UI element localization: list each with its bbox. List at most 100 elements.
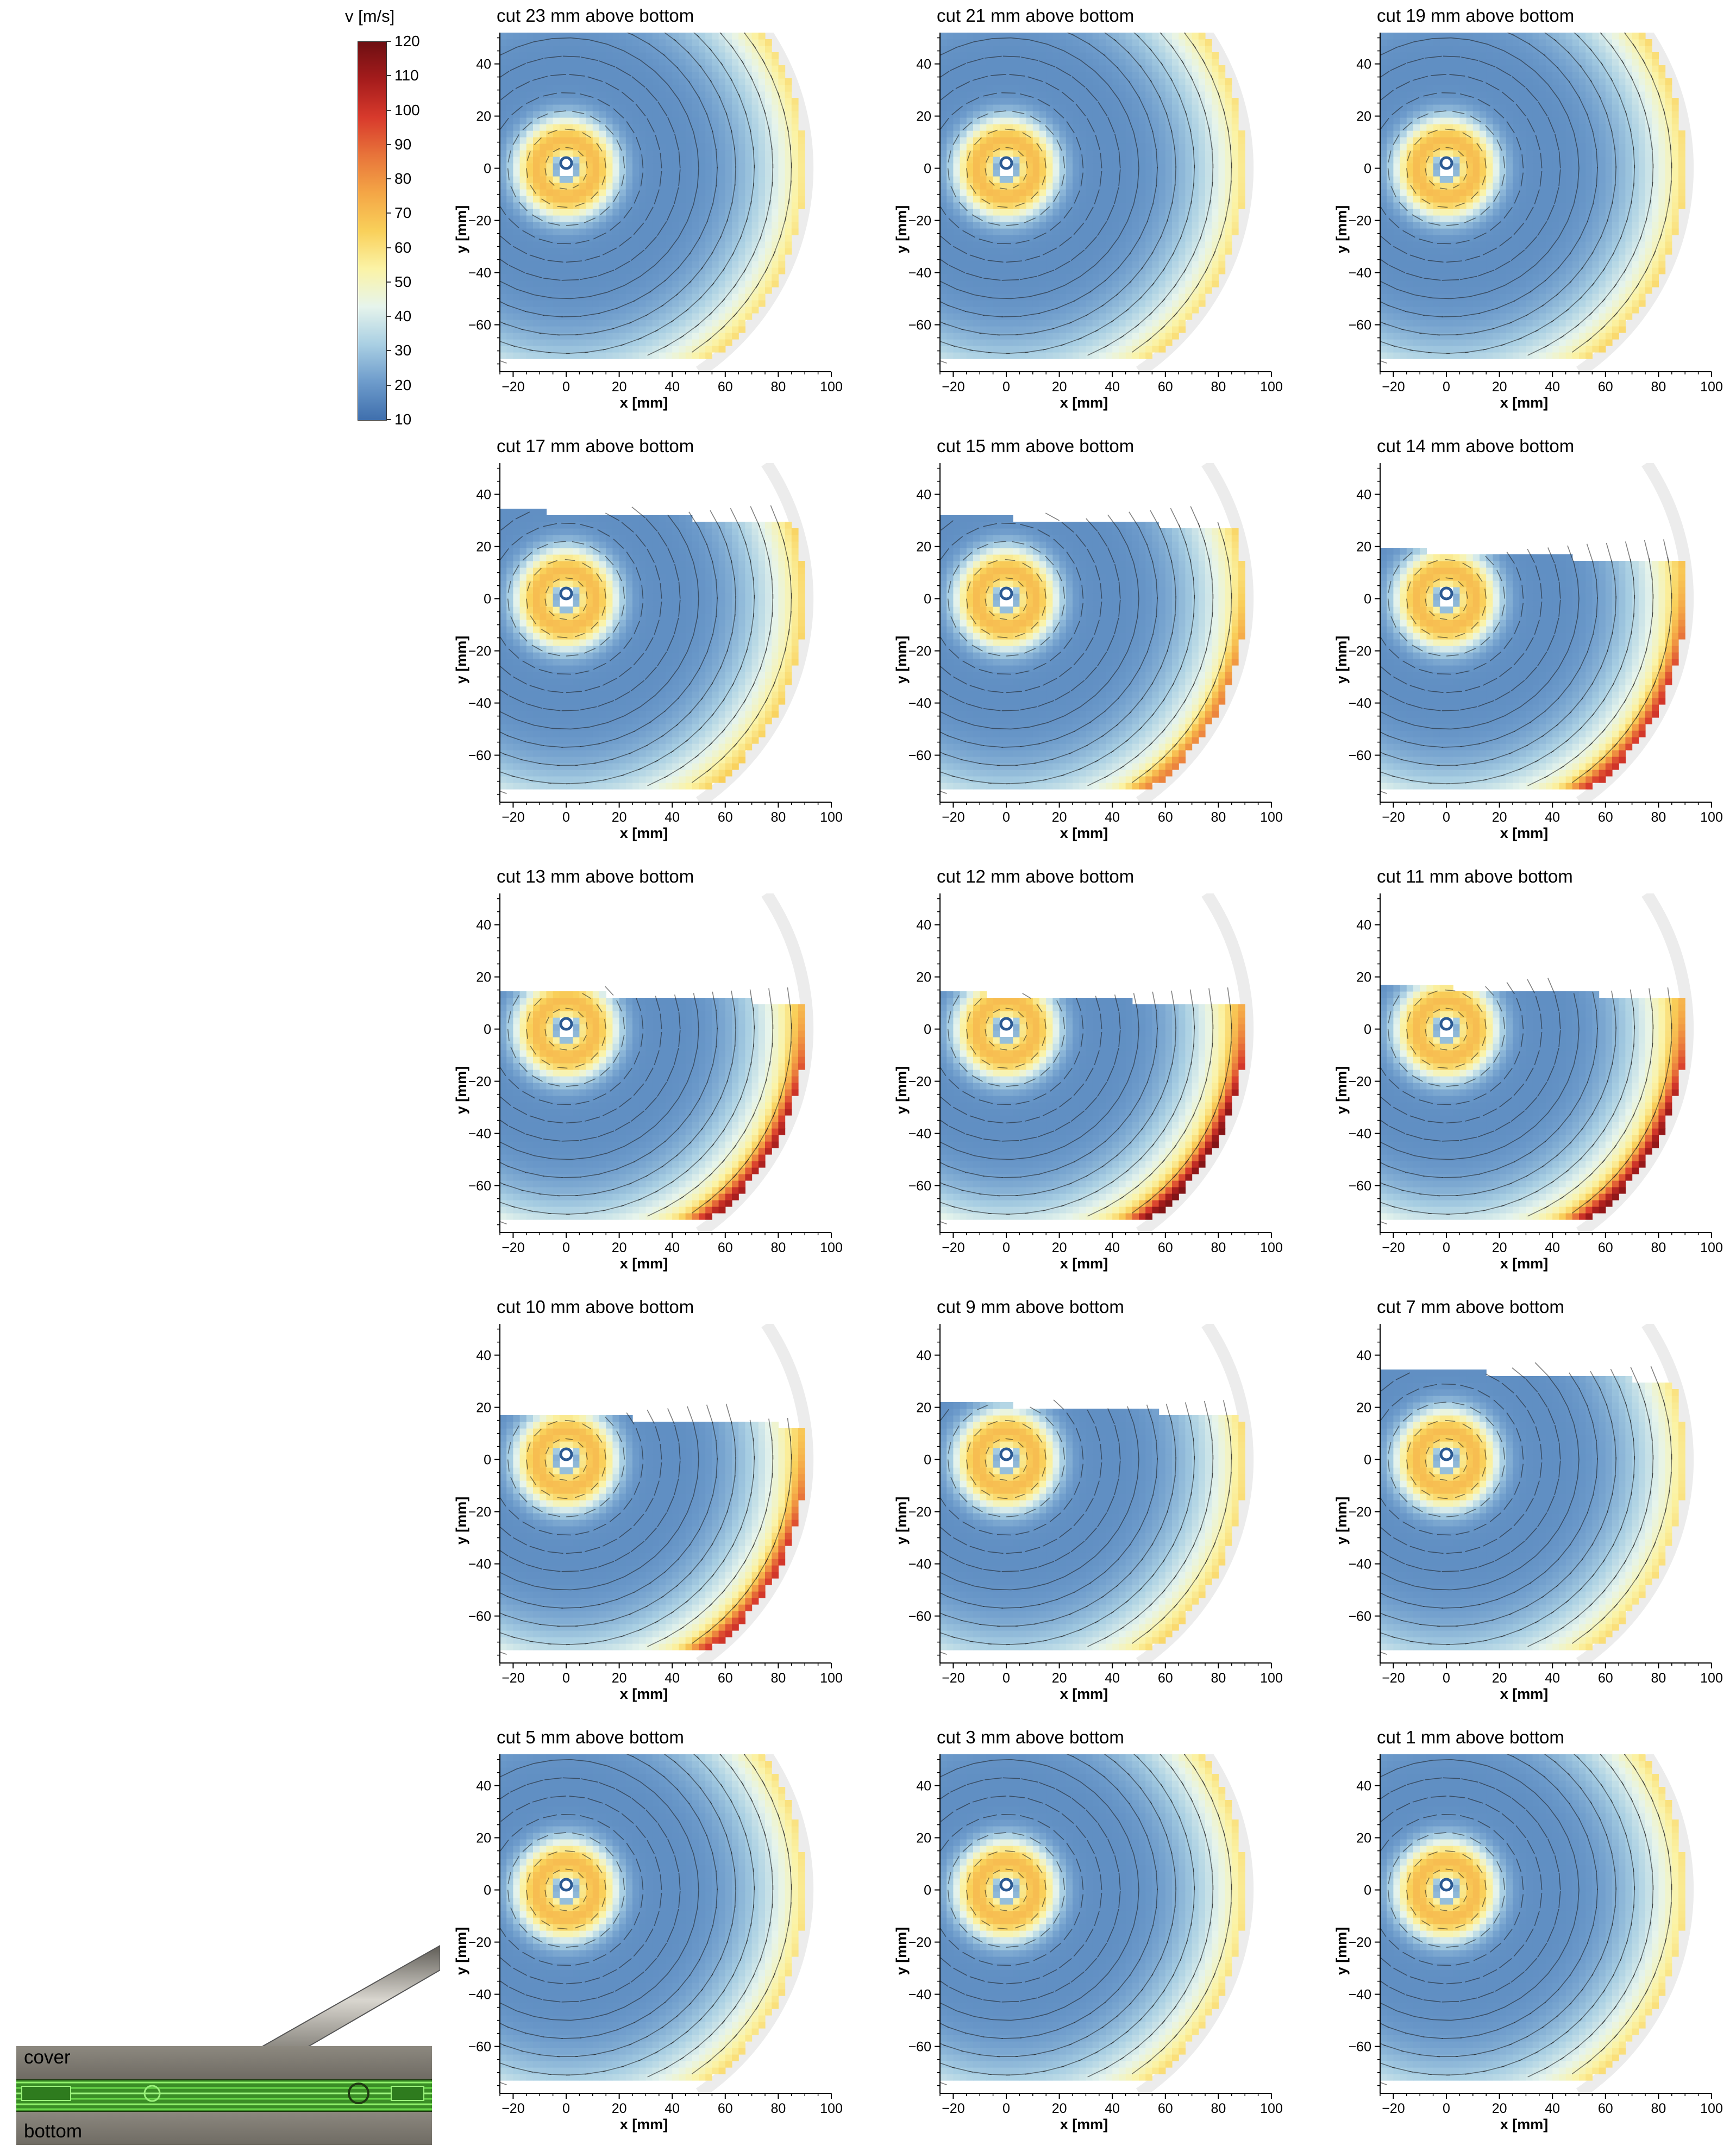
y-tick-label: −20 xyxy=(908,644,931,659)
y-tick-label: −20 xyxy=(468,214,491,229)
vortex-core xyxy=(1441,1879,1452,1890)
x-tick-label: 40 xyxy=(1545,2101,1560,2116)
x-tick-label: 40 xyxy=(1545,810,1560,825)
x-tick-label: −20 xyxy=(502,2101,524,2116)
x-tick-label: 100 xyxy=(1260,2101,1283,2116)
y-tick-label: −20 xyxy=(1349,644,1371,659)
colorbar-tick-mark xyxy=(386,110,391,111)
x-axis-label: x [mm] xyxy=(620,1686,668,1702)
y-tick-label: 40 xyxy=(916,1779,931,1794)
y-tick-label: 20 xyxy=(476,540,491,555)
y-tick-label: 40 xyxy=(1356,487,1371,503)
y-tick-label: 40 xyxy=(916,1348,931,1364)
y-tick-label: 0 xyxy=(484,1453,491,1468)
y-tick-label: 0 xyxy=(1364,592,1371,607)
x-tick-label: −20 xyxy=(942,379,964,395)
x-axis-label: x [mm] xyxy=(1060,825,1108,841)
x-tick-label: 100 xyxy=(1260,810,1283,825)
colorbar-tick-mark xyxy=(386,144,391,145)
vortex-core xyxy=(1001,158,1012,168)
y-tick-label: −60 xyxy=(908,748,931,764)
y-axis-label: y [mm] xyxy=(453,205,469,254)
colorbar-tick-label: 110 xyxy=(394,67,419,84)
x-axis-label: x [mm] xyxy=(620,395,668,411)
y-tick-label: 0 xyxy=(924,1883,931,1898)
x-tick-label: 40 xyxy=(1105,379,1120,395)
cover-plate xyxy=(16,2046,432,2080)
vortex-core xyxy=(1001,1879,1012,1890)
y-tick-label: −20 xyxy=(1349,214,1371,229)
x-tick-label: 80 xyxy=(1211,1240,1226,1255)
y-tick-label: 20 xyxy=(1356,540,1371,555)
x-tick-label: 0 xyxy=(562,1671,570,1686)
x-tick-label: 80 xyxy=(770,379,786,395)
y-tick-label: 40 xyxy=(1356,1348,1371,1364)
y-axis-label: y [mm] xyxy=(453,636,469,684)
vortex-core xyxy=(1441,1018,1452,1029)
y-tick-label: 20 xyxy=(1356,970,1371,985)
x-tick-label: 80 xyxy=(1651,379,1666,395)
y-tick-label: 0 xyxy=(924,161,931,177)
x-tick-label: 40 xyxy=(665,1240,680,1255)
x-tick-label: −20 xyxy=(502,810,524,825)
y-axis-label: y [mm] xyxy=(1333,636,1350,684)
x-tick-label: 0 xyxy=(1443,379,1450,395)
x-axis-label: x [mm] xyxy=(1060,2116,1108,2133)
x-tick-label: 60 xyxy=(1158,810,1173,825)
x-tick-label: 80 xyxy=(1211,1671,1226,1686)
y-tick-label: 0 xyxy=(484,592,491,607)
y-tick-label: 40 xyxy=(916,487,931,503)
colorbar-tick-label: 70 xyxy=(394,204,411,222)
y-axis-label: y [mm] xyxy=(893,1066,910,1115)
x-tick-label: 0 xyxy=(1002,810,1010,825)
y-axis-label: y [mm] xyxy=(1333,1497,1350,1545)
y-tick-label: −40 xyxy=(908,1987,931,2003)
vortex-core xyxy=(1441,158,1452,168)
x-axis-label: x [mm] xyxy=(1500,1255,1549,1272)
y-tick-label: −20 xyxy=(468,1074,491,1090)
x-tick-label: 80 xyxy=(1651,810,1666,825)
x-tick-label: −20 xyxy=(1382,1671,1405,1686)
x-tick-label: −20 xyxy=(1382,379,1405,395)
x-tick-label: 0 xyxy=(1002,1671,1010,1686)
x-tick-label: 0 xyxy=(1443,1240,1450,1255)
y-tick-label: −60 xyxy=(908,2040,931,2055)
colorbar-tick-mark xyxy=(386,316,391,317)
x-tick-label: 100 xyxy=(820,1240,843,1255)
y-tick-label: 40 xyxy=(476,487,491,503)
y-tick-label: 40 xyxy=(1356,57,1371,72)
x-tick-label: 40 xyxy=(665,1671,680,1686)
colorbar-tick-mark xyxy=(386,419,391,420)
y-tick-label: 0 xyxy=(1364,1022,1371,1037)
y-tick-label: −20 xyxy=(1349,1505,1371,1520)
y-tick-label: −40 xyxy=(468,266,491,281)
colorbar-tick-label: 40 xyxy=(394,308,411,325)
x-axis-label: x [mm] xyxy=(1060,1686,1108,1702)
x-tick-label: −20 xyxy=(1382,810,1405,825)
y-tick-label: −60 xyxy=(1349,748,1371,764)
colorbar-tick-label: 80 xyxy=(394,170,411,187)
x-tick-label: 80 xyxy=(1651,2101,1666,2116)
x-tick-label: 60 xyxy=(1598,379,1613,395)
y-tick-label: 20 xyxy=(1356,1400,1371,1416)
y-tick-label: 20 xyxy=(1356,1831,1371,1846)
colorbar-tick-label: 30 xyxy=(394,342,411,359)
colorbar-tick-label: 60 xyxy=(394,239,411,257)
x-tick-label: 20 xyxy=(612,379,627,395)
x-tick-label: 60 xyxy=(718,810,733,825)
y-tick-label: 0 xyxy=(924,1453,931,1468)
y-tick-label: 0 xyxy=(484,161,491,177)
y-tick-label: −20 xyxy=(468,1935,491,1950)
y-axis-label: y [mm] xyxy=(453,1927,469,1975)
y-axis-label: y [mm] xyxy=(893,636,910,684)
